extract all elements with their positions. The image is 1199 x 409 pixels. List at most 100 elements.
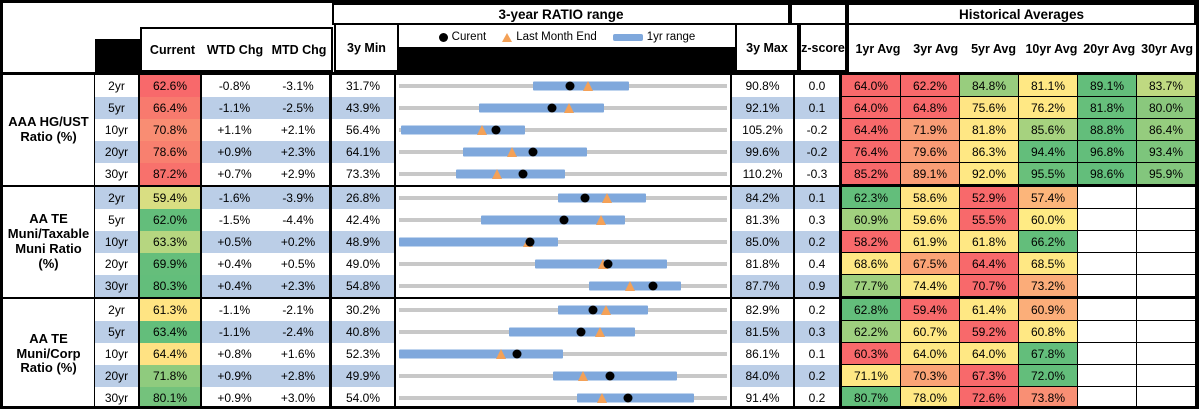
3y-min-value: 54.0% xyxy=(332,387,396,406)
3y-min-value: 52.3% xyxy=(332,343,396,365)
tenor-label: 30yr xyxy=(95,163,140,185)
hist-avg-value xyxy=(1078,343,1137,365)
hist-avg-value xyxy=(1137,299,1196,321)
hist-avg-value: 67.5% xyxy=(901,253,960,275)
z-score-value: 0.2 xyxy=(795,365,842,387)
current-dot-icon xyxy=(528,147,538,157)
tenor-label: 10yr xyxy=(95,343,140,365)
hist-avg-value xyxy=(1137,209,1196,231)
hist-avg-value xyxy=(1078,321,1137,343)
current-value: 62.0% xyxy=(140,209,202,231)
range-chart xyxy=(396,275,732,297)
1yr-range-bar xyxy=(480,215,625,225)
current-value: 62.6% xyxy=(140,75,202,97)
mtd-chg-value: +2.1% xyxy=(267,119,332,141)
hist-avg-value: 73.8% xyxy=(1019,387,1078,406)
current-value: 70.8% xyxy=(140,119,202,141)
mtd-chg-value: +2.8% xyxy=(267,365,332,387)
hist-avg-value: 84.8% xyxy=(960,75,1019,97)
range-chart xyxy=(396,97,732,119)
current-dot-icon xyxy=(588,305,597,315)
hist-avg-value: 88.8% xyxy=(1078,119,1137,141)
legend-1yr-range-label: 1yr range xyxy=(646,31,696,43)
current-value: 80.1% xyxy=(140,387,202,406)
mtd-chg-value: -4.4% xyxy=(267,209,332,231)
hist-avg-value: 80.7% xyxy=(842,387,901,406)
mtd-chg-value: +2.3% xyxy=(267,141,332,163)
table-row: 30yr 80.3% +0.4% +2.3% 54.8% 87.7% 0.9 77.7% 74.… xyxy=(95,275,1196,297)
current-dot-icon xyxy=(605,371,615,381)
mtd-chg-value: -3.9% xyxy=(267,187,332,209)
1yr-range-bar xyxy=(479,103,604,113)
current-dot-icon xyxy=(518,169,528,179)
3y-max-value: 91.4% xyxy=(732,387,795,406)
hist-avg-value xyxy=(1078,231,1137,253)
last-month-end-triangle-icon xyxy=(595,327,606,337)
current-dot-icon xyxy=(438,32,448,42)
col-header-5yr-avg: 5yr Avg xyxy=(971,41,1017,56)
current-value: 87.2% xyxy=(140,163,202,185)
3y-max-value: 82.9% xyxy=(732,299,795,321)
hist-avg-value: 64.0% xyxy=(842,97,901,119)
table-row: 30yr 87.2% +0.7% +2.9% 73.3% 110.2% -0.3 85.2% 8… xyxy=(95,163,1196,185)
table-row: 2yr 59.4% -1.6% -3.9% 26.8% 84.2% 0.1 62.3% 58.6… xyxy=(95,187,1196,209)
table-row: 5yr 62.0% -1.5% -4.4% 42.4% 81.3% 0.3 60.9% 59.6… xyxy=(95,209,1196,231)
last-month-end-triangle-icon xyxy=(596,215,607,225)
table-row: 2yr 61.3% -1.1% -2.1% 30.2% 82.9% 0.2 62.8% 59.4… xyxy=(95,299,1196,321)
hist-avg-value: 64.8% xyxy=(901,97,960,119)
hist-avg-value: 60.0% xyxy=(1019,209,1078,231)
tenor-label: 5yr xyxy=(95,97,140,119)
3y-min-value: 26.8% xyxy=(332,187,396,209)
range-chart xyxy=(396,119,732,141)
1yr-range-bar xyxy=(508,327,635,337)
wtd-chg-value: -1.1% xyxy=(202,321,267,343)
table-row: 20yr 69.9% +0.4% +0.5% 49.0% 81.8% 0.4 68.6% 67.… xyxy=(95,253,1196,275)
hist-avg-value: 61.4% xyxy=(960,299,1019,321)
3y-min-value: 42.4% xyxy=(332,209,396,231)
col-header-wtd-chg: WTD Chg xyxy=(206,42,264,57)
hist-avg-value: 52.9% xyxy=(960,187,1019,209)
hist-avg-value: 94.4% xyxy=(1019,141,1078,163)
tenor-header-black-cell xyxy=(95,39,140,72)
hist-avg-value: 62.2% xyxy=(901,75,960,97)
1yr-range-bar xyxy=(399,349,563,359)
col-header-1yr-avg: 1yr Avg xyxy=(855,41,901,56)
wtd-chg-value: -1.1% xyxy=(202,299,267,321)
hist-avg-value: 85.6% xyxy=(1019,119,1078,141)
table-header: Current WTD Chg MTD Chg 3-year RATIO ran… xyxy=(3,3,1196,72)
z-score-value: -0.2 xyxy=(795,141,842,163)
current-dot-icon xyxy=(603,259,613,269)
current-value: 69.9% xyxy=(140,253,202,275)
wtd-chg-value: +0.5% xyxy=(202,231,267,253)
3y-max-value: 81.8% xyxy=(732,253,795,275)
z-score-value: 0.4 xyxy=(795,253,842,275)
last-month-end-triangle-icon xyxy=(600,305,611,315)
hist-avg-value xyxy=(1078,365,1137,387)
current-dot-icon xyxy=(512,349,522,359)
z-score-value: 0.1 xyxy=(795,343,842,365)
1yr-range-bar xyxy=(577,393,695,403)
col-header-3y-max: 3y Max xyxy=(735,23,799,72)
range-bar-icon xyxy=(612,33,643,41)
hist-avg-value xyxy=(1137,365,1196,387)
hist-avg-value: 89.1% xyxy=(1078,75,1137,97)
hist-avg-value: 62.2% xyxy=(842,321,901,343)
last-month-end-triangle-icon xyxy=(577,371,588,381)
hist-avg-value: 70.7% xyxy=(960,275,1019,297)
wtd-chg-value: +0.4% xyxy=(202,275,267,297)
range-chart xyxy=(396,299,732,321)
hist-avg-value: 55.5% xyxy=(960,209,1019,231)
3y-max-value: 110.2% xyxy=(732,163,795,185)
current-value: 63.3% xyxy=(140,231,202,253)
hist-avg-value xyxy=(1137,275,1196,297)
current-value: 64.4% xyxy=(140,343,202,365)
3y-max-value: 92.1% xyxy=(732,97,795,119)
col-header-30yr-avg: 30yr Avg xyxy=(1141,41,1194,56)
1yr-range-bar xyxy=(456,169,566,179)
wtd-chg-value: -1.5% xyxy=(202,209,267,231)
last-month-end-triangle-icon xyxy=(582,81,593,91)
hist-avg-value: 86.3% xyxy=(960,141,1019,163)
hist-avg-value: 64.4% xyxy=(960,253,1019,275)
range-chart xyxy=(396,253,732,275)
